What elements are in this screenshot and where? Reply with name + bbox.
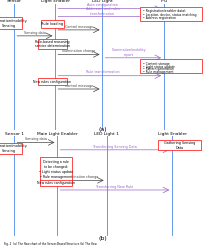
Text: LED Light 1: LED Light 1 xyxy=(94,132,119,136)
Text: Fig. 2  (a) The flow chart of the Server-Based Structure (b) The flow: Fig. 2 (a) The flow chart of the Server-… xyxy=(4,242,96,246)
Text: IPG: IPG xyxy=(160,0,167,3)
FancyBboxPatch shape xyxy=(140,7,201,21)
FancyBboxPatch shape xyxy=(38,78,66,85)
Text: Light Enabler: Light Enabler xyxy=(157,132,186,136)
Text: • Content storage: • Content storage xyxy=(142,62,169,66)
Text: • Light status update: • Light status update xyxy=(39,170,73,174)
FancyBboxPatch shape xyxy=(40,157,72,181)
Text: New rules configuration: New rules configuration xyxy=(33,80,71,84)
Text: Sensor: Sensor xyxy=(7,0,22,3)
FancyBboxPatch shape xyxy=(140,60,201,73)
Text: Sensor 1: Sensor 1 xyxy=(5,132,24,136)
Text: Light Enabler: Light Enabler xyxy=(41,0,70,3)
Text: Control message: Control message xyxy=(64,84,93,88)
Text: Sensing data: Sensing data xyxy=(24,31,46,34)
Text: (a): (a) xyxy=(98,126,106,132)
FancyBboxPatch shape xyxy=(41,20,63,28)
FancyBboxPatch shape xyxy=(0,143,22,154)
Text: Illumination/mobility
Sensing: Illumination/mobility Sensing xyxy=(0,19,28,28)
Text: LED Light: LED Light xyxy=(92,0,112,3)
Text: New rules configuration: New rules configuration xyxy=(37,181,75,185)
Text: • Rule management: • Rule management xyxy=(40,175,72,179)
Text: Illumination/mobility
Sensing: Illumination/mobility Sensing xyxy=(0,144,28,153)
Text: Illumination change: Illumination change xyxy=(65,175,98,179)
Text: Illumination change: Illumination change xyxy=(62,49,95,53)
FancyBboxPatch shape xyxy=(40,180,72,186)
Text: • Address registration: • Address registration xyxy=(142,16,175,20)
Text: Transferring New Rule: Transferring New Rule xyxy=(96,185,133,189)
Text: Main Light Enabler: Main Light Enabler xyxy=(37,132,77,136)
Text: Illumination/mobility
report: Illumination/mobility report xyxy=(111,48,146,57)
Text: Transferring Sensing Data: Transferring Sensing Data xyxy=(92,145,136,149)
FancyBboxPatch shape xyxy=(157,140,200,150)
Text: Rule loading: Rule loading xyxy=(41,22,63,26)
FancyBboxPatch shape xyxy=(38,39,66,49)
Text: Auto configuration: Auto configuration xyxy=(87,3,117,7)
Text: • Registration(enabler data):: • Registration(enabler data): xyxy=(142,9,185,13)
Text: Detecting a rule: Detecting a rule xyxy=(43,160,69,164)
Text: • Location, device, status matching: • Location, device, status matching xyxy=(142,13,196,17)
Text: • Rule management: • Rule management xyxy=(142,70,173,74)
Text: Rule transformation: Rule transformation xyxy=(85,70,119,74)
Text: • Light status update: • Light status update xyxy=(142,64,174,68)
Text: Addresses and rules
transformation: Addresses and rules transformation xyxy=(85,7,119,15)
Text: Gathering Sensing
Data: Gathering Sensing Data xyxy=(163,141,194,150)
FancyBboxPatch shape xyxy=(0,17,22,29)
Text: Control message: Control message xyxy=(64,25,93,29)
Text: Rule-based reasoning
service determination: Rule-based reasoning service determinati… xyxy=(35,40,69,48)
Text: to be changed:: to be changed: xyxy=(44,165,68,169)
Text: Sensing data: Sensing data xyxy=(25,137,47,141)
Text: (b): (b) xyxy=(98,236,106,242)
Text: • Pattern generation: • Pattern generation xyxy=(142,67,173,71)
